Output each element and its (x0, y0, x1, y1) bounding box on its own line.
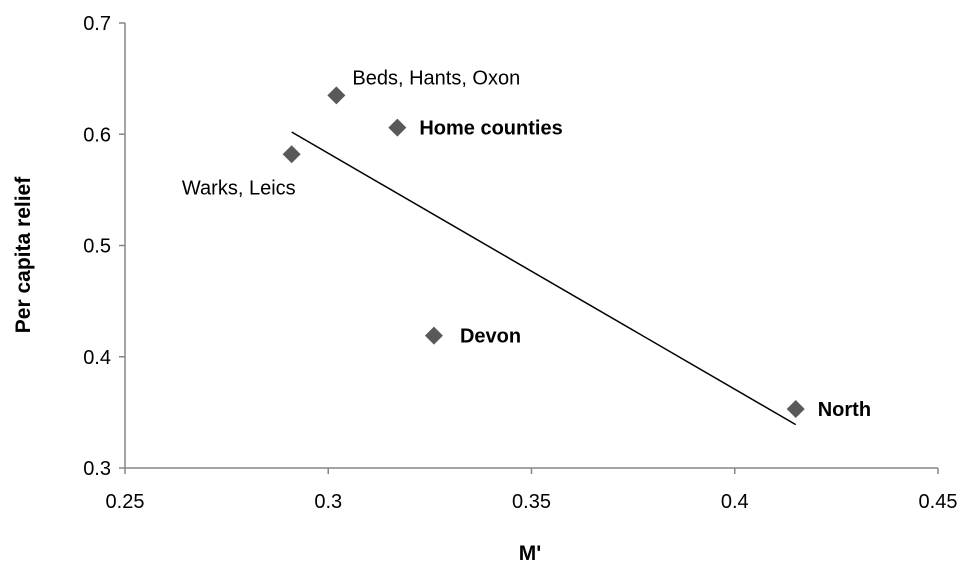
y-tick-label: 0.3 (83, 458, 111, 480)
data-point-label: Devon (460, 326, 521, 348)
y-tick-label: 0.6 (83, 124, 111, 146)
trendline-layer (291, 131, 797, 426)
x-tick-label: 0.35 (512, 491, 551, 513)
data-point-label: Beds, Hants, Oxon (352, 67, 520, 89)
data-point-label: Home counties (419, 118, 562, 140)
axes: 0.3 0.4 0.5 0.6 0.7 0.25 0.3 0.35 0.4 0.45 (83, 13, 957, 513)
data-point-marker (786, 400, 805, 419)
x-tick-label: 0.45 (919, 491, 958, 513)
data-points (282, 86, 805, 419)
data-point-marker (388, 118, 407, 137)
y-tick-label: 0.4 (83, 347, 111, 369)
data-point-marker (327, 86, 346, 105)
point-labels: Beds, Hants, Oxon Home counties Warks, Lei… (182, 67, 871, 421)
x-tick-label: 0.3 (314, 491, 342, 513)
x-tick-label: 0.25 (106, 491, 145, 513)
data-point-marker (282, 145, 301, 164)
y-tick-label: 0.5 (83, 236, 111, 258)
y-tick-label: 0.7 (83, 13, 111, 35)
data-point-label: Warks, Leics (182, 177, 296, 199)
data-point-marker (424, 326, 443, 345)
x-tick-label: 0.4 (721, 491, 749, 513)
data-point-label: North (818, 399, 871, 421)
y-axis-title: Per capita relief (12, 176, 35, 333)
x-axis-title: M' (519, 542, 542, 565)
linear-trendline (291, 131, 797, 426)
